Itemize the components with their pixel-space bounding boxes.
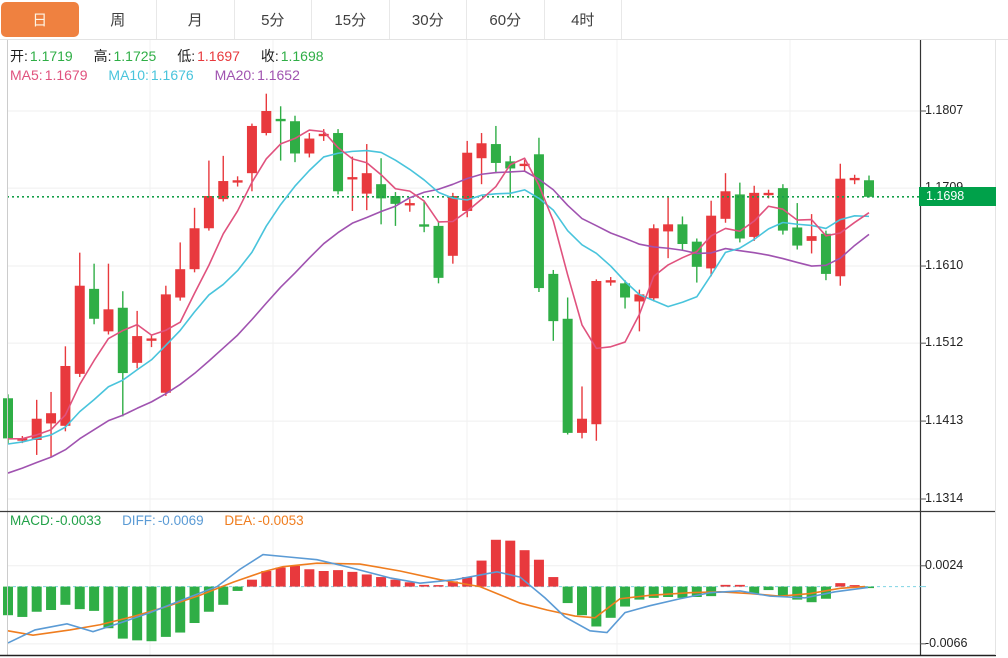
- gridlines: [7, 40, 920, 655]
- ma20-label: MA20:: [214, 67, 256, 83]
- price-axis-label: 1.1314: [925, 491, 964, 505]
- ma20-line: [7, 170, 870, 474]
- candlestick-series: [3, 93, 874, 457]
- timeframe-tabbar: 日 周 月 5分 15分 30分 60分 4时: [0, 0, 1008, 40]
- ma5-line: [7, 129, 870, 440]
- chart-frame: [0, 40, 996, 657]
- price-axis-label: 1.1413: [925, 413, 964, 427]
- high-value: 1.1725: [113, 48, 157, 64]
- open-value: 1.1719: [29, 48, 73, 64]
- ma-readout: MA5: 1.1679 MA10: 1.1676 MA20: 1.1652: [10, 67, 317, 83]
- ohlc-readout: 开: 1.1719 高: 1.1725 低: 1.1697 收: 1.1698: [10, 46, 341, 66]
- diff-label: DIFF:: [122, 513, 156, 528]
- last-price-badge: 1.1698: [919, 187, 996, 206]
- close-label: 收:: [260, 48, 279, 64]
- tab-4hour[interactable]: 4时: [545, 0, 622, 39]
- tab-week[interactable]: 周: [80, 0, 157, 39]
- price-axis-label: 1.1512: [925, 335, 964, 349]
- ma5-value: 1.1679: [44, 67, 88, 83]
- macd-axis-label: -0.0066: [925, 636, 968, 650]
- macd-label: MACD:: [10, 513, 54, 528]
- macd-readout: MACD: -0.0033 DIFF: -0.0069 DEA: -0.0053: [10, 513, 321, 528]
- dea-value: -0.0053: [257, 513, 304, 528]
- chart-area: 开: 1.1719 高: 1.1725 低: 1.1697 收: 1.1698 MA5:…: [0, 40, 1008, 658]
- chart-canvas[interactable]: [0, 40, 1008, 658]
- macd-value: -0.0033: [55, 513, 102, 528]
- ma5-label: MA5:: [10, 67, 43, 83]
- high-label: 高:: [93, 48, 112, 64]
- open-label: 开:: [10, 48, 28, 64]
- dea-line: [7, 562, 866, 636]
- macd-histogram: [3, 539, 874, 642]
- price-axis-label: 1.1807: [925, 103, 964, 117]
- tab-month[interactable]: 月: [157, 0, 235, 39]
- diff-value: -0.0069: [157, 513, 204, 528]
- close-value: 1.1698: [280, 48, 324, 64]
- ma20-value: 1.1652: [257, 67, 300, 83]
- macd-axis-label: 0.0024: [925, 558, 964, 572]
- tab-15min[interactable]: 15分: [312, 0, 390, 39]
- tab-5min[interactable]: 5分: [235, 0, 312, 39]
- dea-label: DEA:: [224, 513, 256, 528]
- ma10-value: 1.1676: [150, 67, 194, 83]
- price-axis-label: 1.1610: [925, 258, 964, 272]
- diff-line: [7, 553, 869, 644]
- low-value: 1.1697: [197, 48, 240, 64]
- tab-60min[interactable]: 60分: [467, 0, 545, 39]
- ma10-label: MA10:: [108, 67, 149, 83]
- tabbar-filler: [622, 0, 1008, 39]
- ma10-line: [7, 149, 870, 445]
- tab-day[interactable]: 日: [1, 2, 79, 37]
- tab-30min[interactable]: 30分: [390, 0, 467, 39]
- low-label: 低:: [177, 48, 196, 64]
